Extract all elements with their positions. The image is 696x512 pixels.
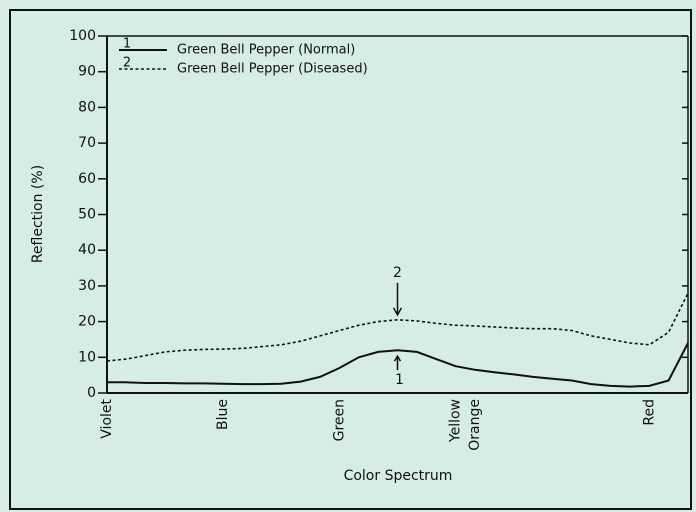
x-tick-label: Red	[641, 399, 657, 426]
y-tick-label: 50	[78, 207, 96, 223]
y-tick-label: 40	[78, 242, 96, 258]
legend-number: 1	[123, 37, 131, 52]
series-line	[106, 292, 689, 362]
y-tick-label: 100	[69, 28, 96, 44]
x-axis-label: Color Spectrum	[344, 468, 453, 484]
legend-label: Green Bell Pepper (Diseased)	[177, 62, 368, 77]
y-tick-label: 70	[78, 135, 96, 151]
y-tick-label: 90	[78, 64, 96, 80]
annotation-arrowhead	[392, 307, 403, 317]
x-tick-label: Green	[331, 399, 347, 441]
x-tick-label: Yellow	[448, 399, 464, 443]
series-line	[107, 342, 689, 388]
y-tick-label: 30	[78, 278, 96, 294]
annotation-1: 1	[395, 372, 404, 388]
legend-label: Green Bell Pepper (Normal)	[177, 43, 355, 58]
x-tick-label: Violet	[99, 398, 115, 438]
y-tick-label: 20	[78, 314, 96, 330]
y-tick-label: 60	[78, 171, 96, 187]
annotation-arrowhead	[393, 354, 402, 362]
y-axis-label: Reflection (%)	[30, 165, 46, 263]
frame	[9, 9, 692, 510]
x-tick-label: Blue	[215, 399, 231, 430]
x-tick-label: Orange	[467, 399, 483, 451]
y-tick-label: 10	[78, 349, 96, 365]
annotation-2: 2	[393, 265, 402, 281]
y-tick-label: 80	[78, 99, 96, 115]
legend-number: 2	[123, 56, 131, 71]
y-tick-label: 0	[87, 385, 96, 401]
